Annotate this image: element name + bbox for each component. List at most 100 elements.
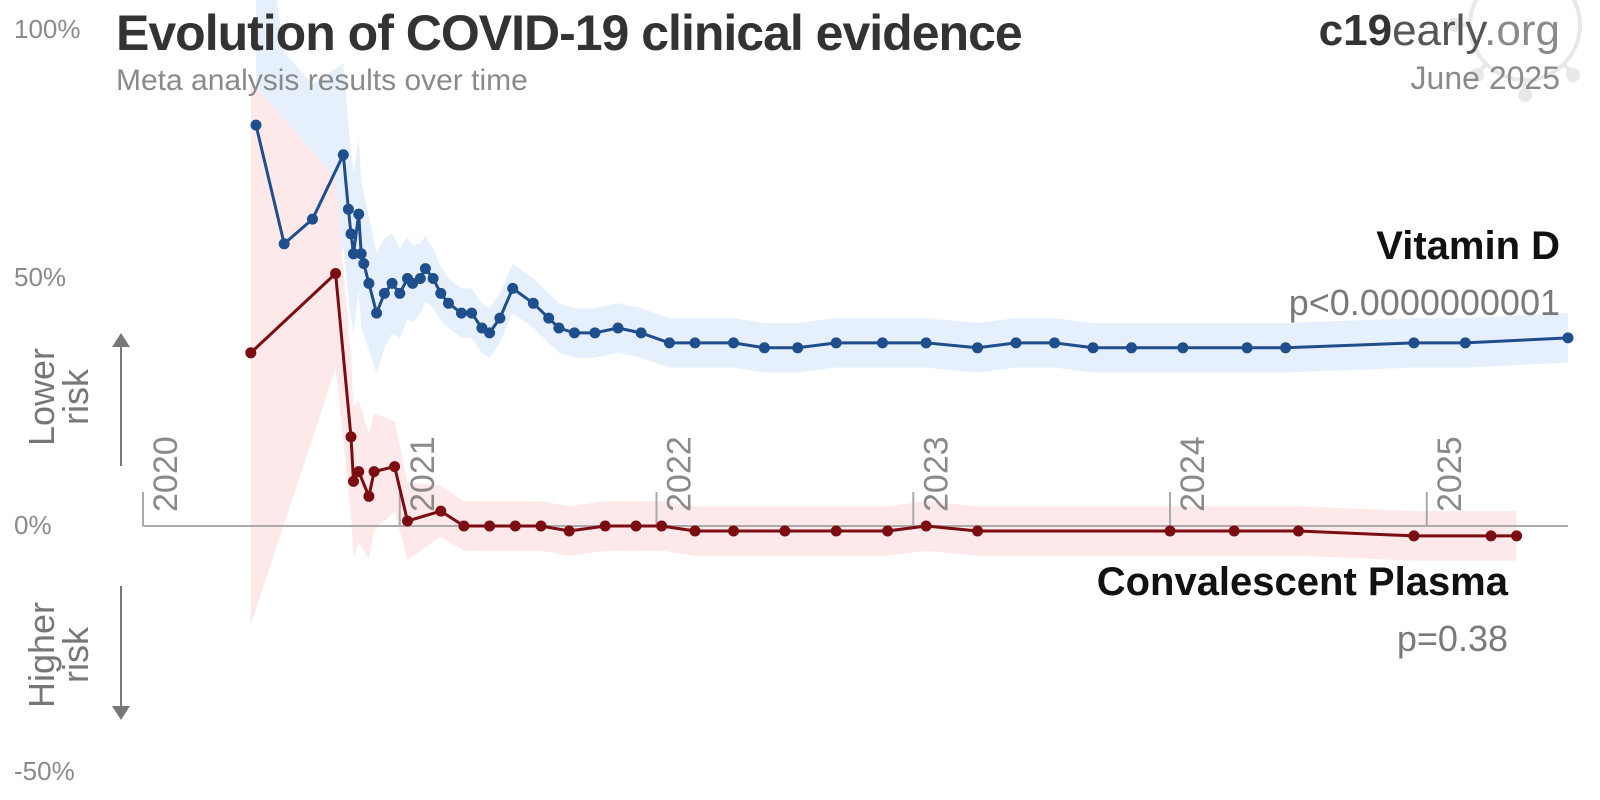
data-point-vitamin-d-53 [1562, 332, 1574, 344]
x-tick-label-2025: 2025 [1431, 436, 1469, 512]
data-point-vitamin-d-21 [443, 297, 454, 309]
data-point-vitamin-d-49 [1241, 342, 1253, 354]
higher-risk-arrowhead [112, 706, 130, 720]
data-point-vitamin-d-5 [345, 228, 357, 240]
x-tick-label-2021: 2021 [404, 436, 442, 512]
data-point-convalescent-plasma-12 [509, 520, 521, 532]
data-point-vitamin-d-25 [484, 327, 496, 339]
axes: 2020 2021 2022 2023 2024 2025 [112, 333, 1568, 720]
data-point-vitamin-d-40 [830, 337, 842, 349]
data-point-vitamin-d-17 [414, 273, 426, 284]
data-point-vitamin-d-23 [466, 307, 478, 319]
data-point-convalescent-plasma-25 [1164, 525, 1176, 537]
data-point-vitamin-d-39 [792, 342, 804, 354]
data-point-vitamin-d-48 [1177, 342, 1189, 354]
data-point-convalescent-plasma-22 [882, 525, 894, 537]
data-point-convalescent-plasma-11 [484, 520, 496, 532]
data-point-convalescent-plasma-6 [368, 466, 380, 478]
brand-tld: .org [1484, 6, 1560, 55]
data-point-convalescent-plasma-17 [656, 520, 668, 532]
confidence-band-1 [250, 80, 1517, 625]
confidence-band-0 [256, 0, 1568, 436]
publication-date: June 2025 [1410, 60, 1560, 96]
data-point-vitamin-d-18 [419, 263, 431, 275]
brand-mid: early [1392, 6, 1485, 55]
higher-risk-label: Higher risk [21, 585, 96, 725]
brand-bold: c19 [1318, 6, 1393, 55]
lower-risk-label: Lower risk [21, 327, 96, 467]
data-point-vitamin-d-37 [728, 337, 739, 349]
data-point-convalescent-plasma-30 [1511, 530, 1523, 542]
data-point-vitamin-d-32 [589, 327, 601, 339]
data-point-vitamin-d-52 [1459, 337, 1471, 349]
data-point-convalescent-plasma-23 [920, 520, 932, 532]
data-point-vitamin-d-28 [527, 297, 539, 309]
data-point-convalescent-plasma-20 [779, 525, 791, 537]
data-point-vitamin-d-7 [353, 208, 365, 220]
data-point-vitamin-d-3 [337, 149, 349, 161]
series-label-vitamin-d: Vitamin D [1376, 224, 1560, 268]
data-point-convalescent-plasma-13 [535, 520, 547, 532]
lower-risk-arrowhead [112, 333, 130, 347]
data-point-vitamin-d-9 [358, 258, 370, 270]
data-point-vitamin-d-43 [972, 342, 983, 354]
x-tick-label-2023: 2023 [917, 436, 955, 512]
data-point-vitamin-d-44 [1010, 337, 1022, 349]
y-tick-label-0: 0% [14, 510, 52, 540]
data-point-vitamin-d-12 [378, 287, 390, 299]
series-p-convalescent-plasma: p=0.38 [1396, 618, 1508, 659]
data-point-convalescent-plasma-4 [353, 466, 365, 478]
data-point-convalescent-plasma-28 [1408, 530, 1420, 542]
confidence-bands [250, 0, 1568, 625]
data-point-vitamin-d-2 [307, 213, 318, 225]
lower-risk-line2: risk [55, 369, 96, 425]
data-point-convalescent-plasma-18 [689, 525, 701, 537]
chart-title: Evolution of COVID-19 clinical evidence [116, 5, 1023, 61]
series-p-vitamin-d: p<0.0000000001 [1288, 282, 1560, 323]
data-point-vitamin-d-33 [612, 322, 624, 334]
data-point-convalescent-plasma-10 [458, 520, 470, 532]
x-tick-label-2024: 2024 [1174, 436, 1212, 512]
data-point-convalescent-plasma-26 [1228, 525, 1240, 537]
data-point-convalescent-plasma-7 [389, 461, 401, 473]
data-point-vitamin-d-46 [1087, 342, 1099, 354]
data-point-convalescent-plasma-24 [972, 525, 983, 537]
data-point-vitamin-d-8 [355, 248, 367, 260]
higher-risk-line2: risk [55, 627, 96, 683]
data-point-vitamin-d-31 [568, 327, 580, 339]
y-tick-label-50: 50% [14, 262, 67, 292]
data-point-convalescent-plasma-9 [435, 505, 447, 517]
data-point-convalescent-plasma-1 [330, 268, 342, 279]
data-point-convalescent-plasma-29 [1485, 530, 1497, 542]
data-point-vitamin-d-30 [553, 322, 565, 334]
data-point-vitamin-d-14 [394, 287, 406, 299]
series-label-convalescent-plasma: Convalescent Plasma [1096, 560, 1508, 604]
x-tick-label-2022: 2022 [661, 436, 699, 512]
data-point-vitamin-d-13 [386, 277, 398, 289]
data-point-vitamin-d-4 [342, 203, 354, 215]
data-point-vitamin-d-34 [635, 327, 647, 339]
data-point-vitamin-d-51 [1408, 337, 1420, 349]
data-point-vitamin-d-26 [494, 312, 506, 324]
data-point-convalescent-plasma-16 [630, 520, 642, 532]
data-point-vitamin-d-10 [363, 277, 375, 289]
data-point-vitamin-d-41 [877, 337, 888, 349]
data-point-vitamin-d-50 [1280, 342, 1292, 354]
data-point-vitamin-d-27 [507, 282, 519, 294]
data-point-vitamin-d-6 [348, 248, 359, 260]
brand-logo: c19early.org [1319, 6, 1560, 56]
data-point-convalescent-plasma-27 [1292, 525, 1304, 537]
data-point-convalescent-plasma-3 [348, 475, 359, 487]
y-tick-label-100: 100% [14, 14, 81, 44]
data-point-convalescent-plasma-5 [363, 490, 375, 502]
data-point-vitamin-d-36 [689, 337, 701, 349]
virus-watermark-icon [1448, 0, 1582, 102]
x-tick-label-2020: 2020 [147, 436, 185, 512]
data-point-convalescent-plasma-19 [728, 525, 739, 537]
data-point-vitamin-d-20 [435, 287, 447, 299]
chart-subtitle: Meta analysis results over time [116, 64, 528, 97]
data-point-vitamin-d-1 [278, 238, 290, 250]
data-point-vitamin-d-22 [455, 307, 467, 319]
